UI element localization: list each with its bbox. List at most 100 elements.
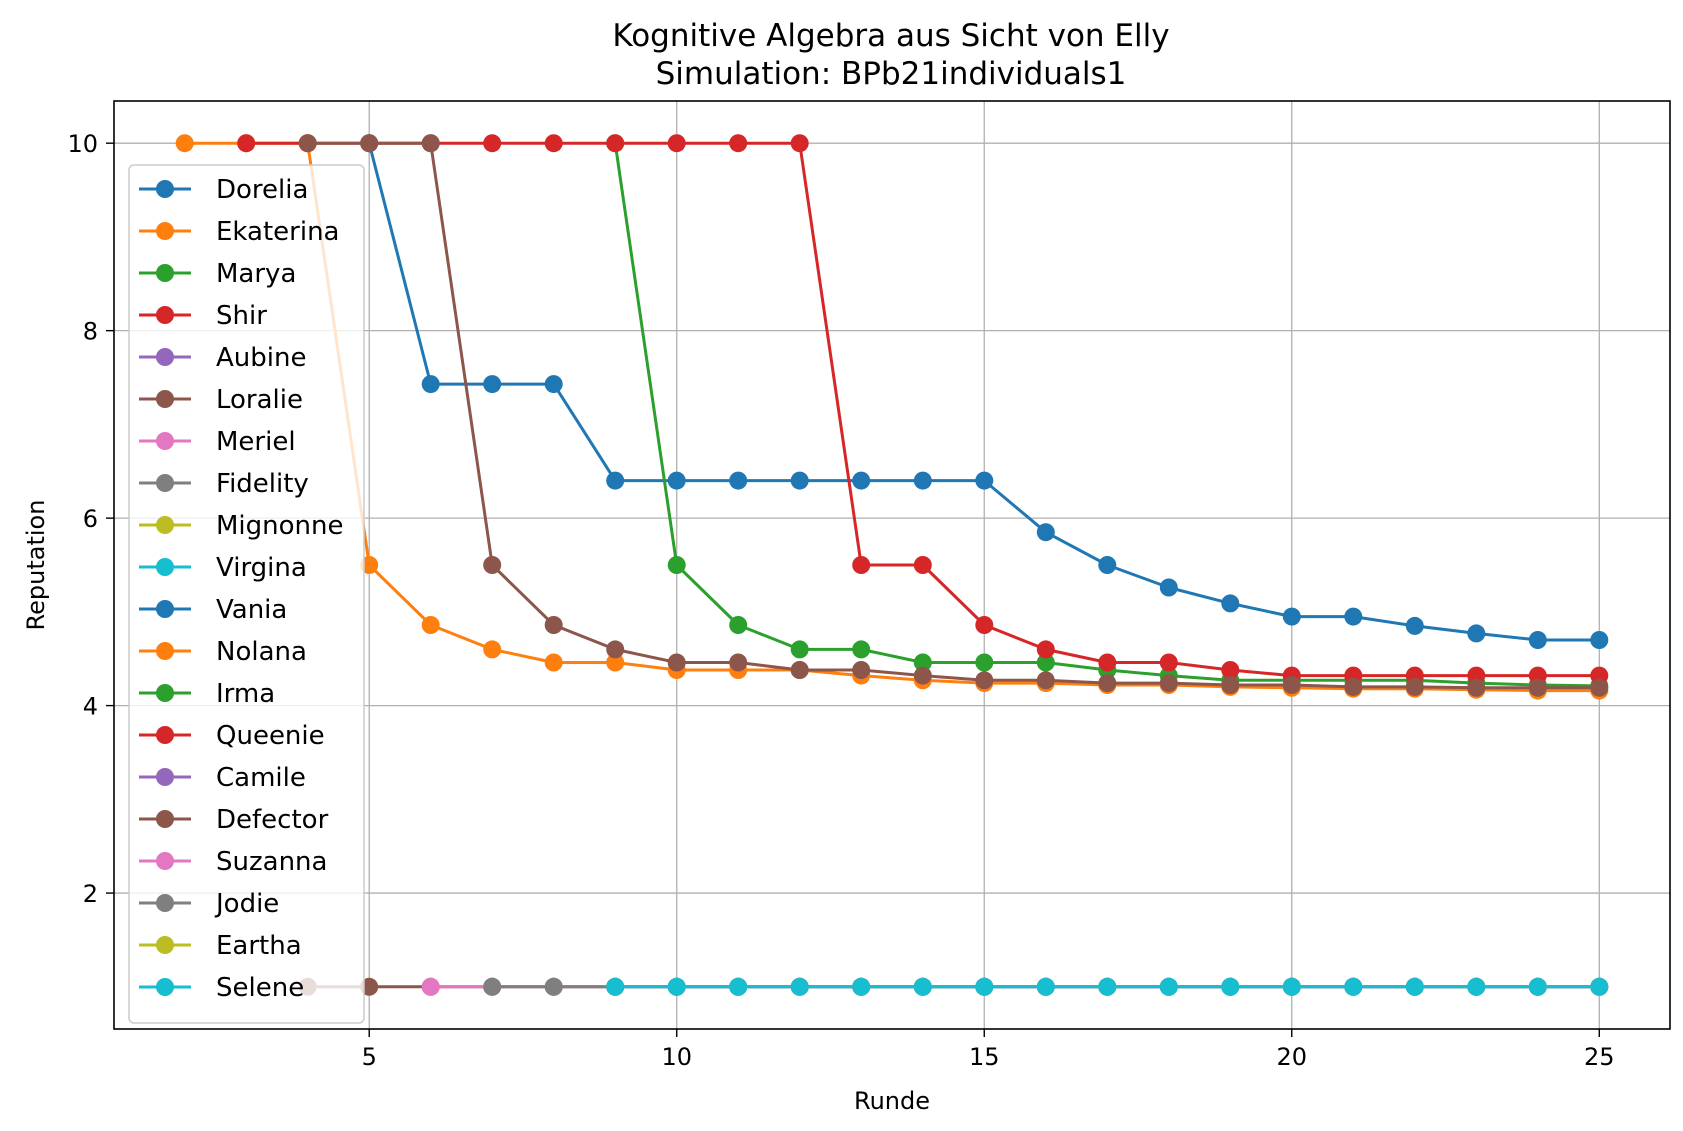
data-point-selene — [1467, 977, 1486, 996]
data-point-selene — [729, 977, 748, 996]
legend-label: Marya — [216, 259, 296, 289]
data-point-loralie — [852, 661, 871, 679]
legend-label: Suzanna — [216, 847, 327, 877]
data-point-selene — [1590, 977, 1609, 996]
legend-label: Meriel — [216, 427, 296, 457]
data-point-selene — [606, 977, 625, 996]
plot-frame — [113, 100, 1671, 1030]
legend-marker — [156, 222, 174, 240]
data-point-dorelia — [790, 471, 809, 490]
chart-title: Kognitive Algebra aus Sicht von Elly — [612, 18, 1169, 54]
legend-item-ekaterina: Ekaterina — [139, 217, 339, 247]
legend-marker — [156, 684, 174, 702]
legend-item-selene: Selene — [139, 973, 304, 1003]
data-point-dorelia — [421, 375, 440, 394]
y-tick-label: 10 — [67, 130, 98, 158]
data-point-loralie — [298, 134, 317, 153]
legend-item-camile: Camile — [139, 763, 306, 793]
series-line-ekaterina — [184, 141, 1600, 693]
series-dorelia — [360, 134, 1609, 649]
data-point-dorelia — [1528, 631, 1547, 649]
series-line-loralie — [307, 141, 1600, 690]
data-point-loralie — [544, 616, 563, 634]
data-point-shir — [852, 556, 871, 574]
data-point-ekaterina — [175, 134, 194, 153]
data-point-selene — [1098, 977, 1117, 996]
legend-label: Queenie — [216, 721, 325, 751]
data-point-loralie — [913, 666, 932, 685]
legend-marker — [156, 726, 174, 744]
legend-marker — [156, 600, 174, 618]
legend-marker — [156, 264, 174, 282]
legend-item-nolana: Nolana — [139, 637, 307, 667]
data-point-selene — [1405, 977, 1424, 996]
data-point-dorelia — [729, 471, 748, 490]
legend-item-eartha: Eartha — [139, 931, 302, 961]
legend-marker — [156, 558, 174, 576]
legend-marker — [156, 894, 174, 912]
legend-label: Jodie — [214, 889, 279, 919]
data-point-selene — [790, 977, 809, 996]
legend-marker — [156, 306, 174, 324]
legend-box — [128, 164, 365, 1024]
data-point-selene — [667, 977, 686, 996]
data-point-dorelia — [606, 471, 625, 490]
data-point-ekaterina — [483, 640, 502, 659]
legend-marker — [156, 810, 174, 828]
x-tick-label: 15 — [969, 1043, 1000, 1071]
data-point-selene — [1344, 977, 1363, 996]
legend-item-irma: Irma — [139, 679, 275, 709]
data-point-shir — [790, 134, 809, 153]
y-tick-label: 6 — [83, 505, 98, 533]
data-point-dorelia — [1344, 607, 1363, 626]
legend-item-dorelia: Dorelia — [139, 175, 308, 205]
legend-marker — [156, 642, 174, 660]
data-point-dorelia — [1282, 607, 1301, 626]
x-axis-label: Runde — [854, 1087, 930, 1115]
data-point-loralie — [421, 134, 440, 153]
data-point-loralie — [606, 640, 625, 659]
legend-label: Virgina — [216, 553, 307, 583]
legend-label: Camile — [216, 763, 306, 793]
data-point-dorelia — [975, 471, 994, 490]
legend-label: Irma — [216, 679, 275, 709]
legend-label: Vania — [216, 595, 287, 625]
data-point-selene — [975, 977, 994, 996]
data-point-dorelia — [1036, 523, 1055, 542]
legend-marker — [156, 474, 174, 492]
legend-label: Ekaterina — [216, 217, 339, 247]
data-point-marya — [667, 556, 686, 574]
data-point-jodie — [483, 977, 502, 996]
data-point-shir — [483, 134, 502, 153]
data-point-dorelia — [1467, 624, 1486, 643]
data-point-loralie — [1282, 676, 1301, 694]
legend-label: Fidelity — [216, 469, 309, 499]
data-point-selene — [1036, 977, 1055, 996]
data-point-shir — [606, 134, 625, 153]
data-point-dorelia — [667, 471, 686, 490]
legend-item-mignonne: Mignonne — [139, 511, 344, 541]
legend-marker — [156, 936, 174, 954]
data-point-marya — [975, 653, 994, 672]
legend-item-virgina: Virgina — [139, 553, 307, 583]
legend-marker — [156, 768, 174, 786]
data-point-selene — [1221, 977, 1240, 996]
data-point-selene — [1159, 977, 1178, 996]
data-point-marya — [913, 653, 932, 672]
legend-item-aubine: Aubine — [139, 343, 306, 373]
data-point-dorelia — [1098, 556, 1117, 574]
data-point-dorelia — [483, 375, 502, 394]
data-point-ekaterina — [606, 653, 625, 672]
x-tick-label: 20 — [1276, 1043, 1307, 1071]
data-point-marya — [1036, 653, 1055, 672]
data-point-dorelia — [852, 471, 871, 490]
legend-item-marya: Marya — [139, 259, 296, 289]
legend-item-suzanna: Suzanna — [139, 847, 327, 877]
legend-label: Nolana — [216, 637, 307, 667]
data-point-dorelia — [544, 375, 563, 394]
legend-item-queenie: Queenie — [139, 721, 325, 751]
data-point-selene — [852, 977, 871, 996]
legend-label: Loralie — [216, 385, 303, 415]
data-point-ekaterina — [421, 616, 440, 634]
x-tick-label: 25 — [1584, 1043, 1615, 1071]
